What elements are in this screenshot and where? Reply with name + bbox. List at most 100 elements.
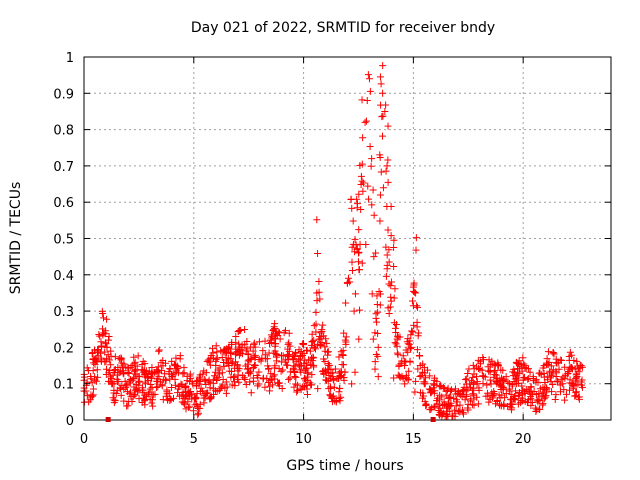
data-point-jitter bbox=[356, 161, 364, 169]
data-point-jitter bbox=[224, 344, 232, 352]
data-point-jitter bbox=[474, 400, 482, 408]
data-point-jitter bbox=[303, 359, 311, 367]
data-point-jitter bbox=[390, 236, 398, 244]
data-point-jitter bbox=[488, 360, 496, 368]
data-point-jitter bbox=[378, 113, 386, 121]
data-point bbox=[493, 380, 501, 388]
data-point bbox=[324, 365, 332, 373]
data-point-jitter bbox=[497, 366, 505, 374]
data-point-jitter bbox=[131, 386, 139, 394]
data-point-jitter bbox=[268, 376, 276, 384]
data-point-jitter bbox=[144, 390, 152, 398]
data-point-jitter bbox=[451, 412, 459, 420]
data-point-jitter bbox=[353, 245, 361, 253]
data-point-jitter bbox=[99, 309, 107, 317]
data-point-jitter bbox=[374, 373, 382, 381]
data-point-jitter bbox=[281, 356, 289, 364]
data-point-jitter bbox=[518, 362, 526, 370]
data-point-jitter bbox=[355, 266, 363, 274]
data-point-jitter bbox=[200, 390, 208, 398]
data-point-jitter bbox=[359, 134, 367, 142]
data-point bbox=[532, 391, 540, 399]
data-point-jitter bbox=[500, 402, 508, 410]
data-point-jitter bbox=[270, 323, 278, 331]
data-point-jitter bbox=[410, 279, 418, 287]
data-point bbox=[251, 362, 259, 370]
data-point-jitter bbox=[393, 342, 401, 350]
data-point-jitter bbox=[526, 368, 534, 376]
data-point-jitter bbox=[417, 372, 425, 380]
data-point-jitter bbox=[413, 318, 421, 326]
data-point-jitter bbox=[134, 352, 142, 360]
data-point-jitter bbox=[314, 385, 322, 393]
data-point-jitter bbox=[369, 335, 377, 343]
data-point bbox=[87, 372, 95, 380]
data-point-jitter bbox=[312, 308, 320, 316]
data-point-jitter bbox=[438, 412, 446, 420]
data-point bbox=[109, 380, 117, 388]
data-point-jitter bbox=[483, 381, 491, 389]
y-tick-label: 0.4 bbox=[53, 269, 74, 284]
data-point bbox=[317, 329, 325, 337]
data-point-jitter bbox=[354, 258, 362, 266]
data-point-jitter bbox=[366, 87, 374, 95]
data-point-jitter bbox=[310, 336, 318, 344]
data-point-jitter bbox=[339, 351, 347, 359]
data-point-jitter bbox=[396, 372, 404, 380]
data-point-jitter bbox=[404, 335, 412, 343]
data-point bbox=[372, 314, 380, 322]
data-point-jitter bbox=[313, 297, 321, 305]
data-point-jitter bbox=[408, 297, 416, 305]
data-point bbox=[412, 289, 420, 297]
data-point-jitter bbox=[271, 362, 279, 370]
y-tick-label: 0.8 bbox=[53, 124, 74, 139]
data-point-jitter bbox=[215, 370, 223, 378]
data-point-jitter bbox=[96, 332, 104, 340]
x-tick-label: 20 bbox=[515, 432, 532, 447]
data-point bbox=[506, 387, 514, 395]
data-point bbox=[383, 162, 391, 170]
data-point-jitter bbox=[153, 377, 161, 385]
data-point-jitter bbox=[543, 373, 551, 381]
data-point-jitter bbox=[393, 349, 401, 357]
data-point-jitter bbox=[209, 349, 217, 357]
data-point-jitter bbox=[204, 389, 212, 397]
data-point-jitter bbox=[235, 327, 243, 335]
y-tick-label: 0.9 bbox=[53, 87, 74, 102]
data-point bbox=[374, 343, 382, 351]
data-point-jitter bbox=[549, 380, 557, 388]
data-point-jitter bbox=[404, 376, 412, 384]
data-point-jitter bbox=[359, 179, 367, 187]
data-point-jitter bbox=[274, 379, 282, 387]
data-point-jitter bbox=[528, 398, 536, 406]
data-point-jitter bbox=[353, 200, 361, 208]
data-point-jitter bbox=[337, 348, 345, 356]
data-point-jitter bbox=[539, 364, 547, 372]
data-point-jitter bbox=[573, 357, 581, 365]
data-point-jitter bbox=[553, 359, 561, 367]
data-point-jitter bbox=[261, 337, 269, 345]
data-point-jitter bbox=[203, 357, 211, 365]
data-point bbox=[258, 354, 266, 362]
data-point-jitter bbox=[357, 172, 365, 180]
data-point-jitter bbox=[348, 243, 356, 251]
data-point-jitter bbox=[479, 372, 487, 380]
data-point-jitter bbox=[335, 394, 343, 402]
data-point-jitter bbox=[279, 366, 287, 374]
data-point-jitter bbox=[349, 217, 357, 225]
data-point-jitter bbox=[406, 345, 414, 353]
data-point-jitter bbox=[243, 338, 251, 346]
data-point-jitter bbox=[355, 226, 363, 234]
data-point-jitter bbox=[138, 360, 146, 368]
data-point-jitter bbox=[260, 374, 268, 382]
data-point-jitter bbox=[422, 402, 430, 410]
data-point-jitter bbox=[261, 383, 269, 391]
data-point-jitter bbox=[368, 201, 376, 209]
data-point-jitter bbox=[362, 117, 370, 125]
data-point bbox=[181, 383, 189, 391]
data-point-jitter bbox=[338, 368, 346, 376]
data-point-jitter bbox=[459, 410, 467, 418]
data-point-jitter bbox=[171, 362, 179, 370]
data-point-jitter bbox=[251, 351, 259, 359]
